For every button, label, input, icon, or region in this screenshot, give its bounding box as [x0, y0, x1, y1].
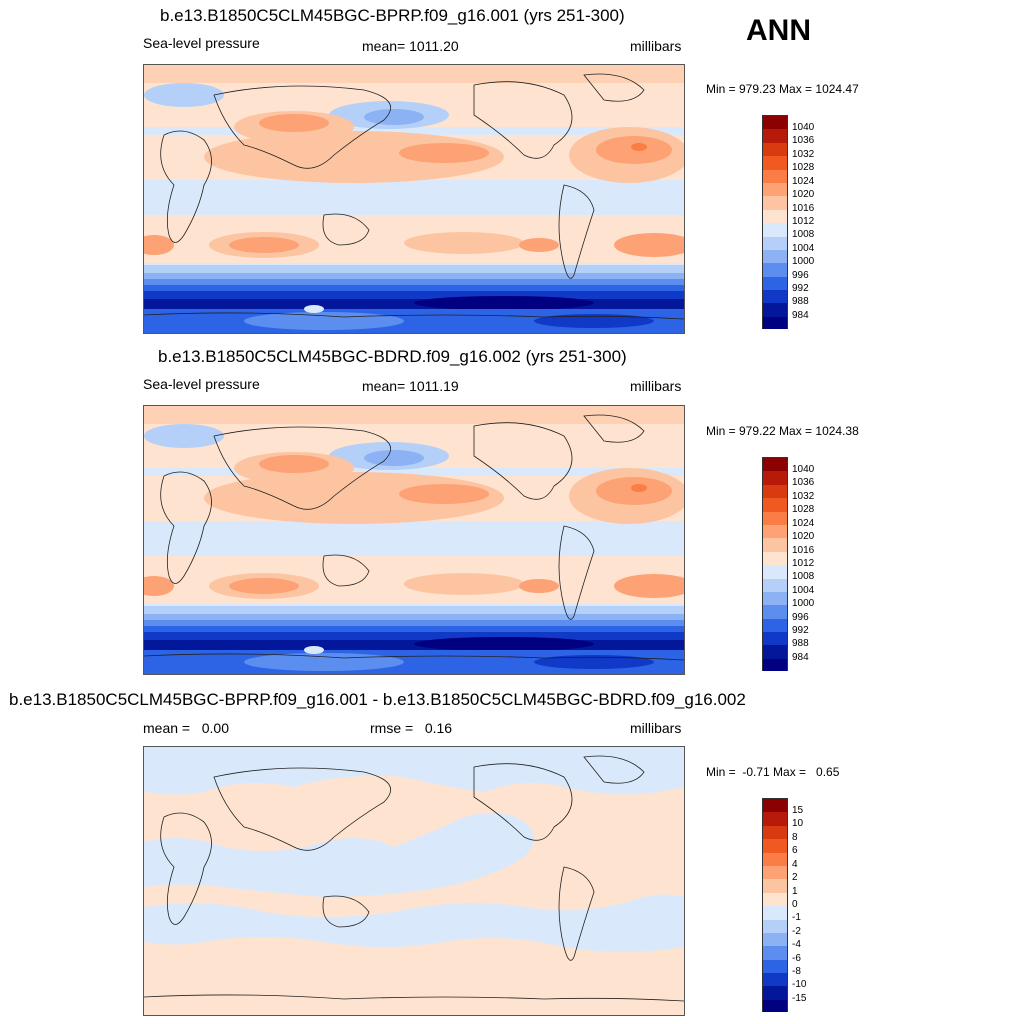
- colorbar-tick: 2: [792, 872, 798, 883]
- panel1-colorbar: [762, 115, 788, 329]
- colorbar-tick: -2: [792, 926, 801, 937]
- colorbar-tick: 1020: [792, 189, 815, 200]
- colorbar-tick: 988: [792, 296, 809, 307]
- panel3-rmse-label: rmse = 0.16: [370, 720, 453, 736]
- colorbar-tick: 1020: [792, 531, 815, 542]
- panel3-colorbar: [762, 798, 788, 1012]
- colorbar-tick: 10: [792, 818, 804, 829]
- colorbar-tick: 15: [792, 805, 804, 816]
- panel1-variable-label: Sea-level pressure: [143, 35, 260, 51]
- colorbar-tick: -15: [792, 993, 807, 1004]
- colorbar-tick: 1028: [792, 504, 815, 515]
- colorbar-tick: 984: [792, 652, 809, 663]
- colorbar-tick: 992: [792, 283, 809, 294]
- colorbar-tick: 4: [792, 859, 798, 870]
- colorbar-tick: -8: [792, 966, 801, 977]
- colorbar-tick: 1028: [792, 162, 815, 173]
- panel3-minmax: Min = -0.71 Max = 0.65: [706, 765, 840, 779]
- panel3-map: [143, 746, 685, 1016]
- colorbar-tick: 1036: [792, 477, 815, 488]
- colorbar-tick: 1004: [792, 243, 815, 254]
- colorbar-tick: 992: [792, 625, 809, 636]
- panel2-mean-label: mean= 1011.19: [362, 378, 459, 394]
- season-label: ANN: [746, 14, 811, 47]
- colorbar-tick: 1040: [792, 122, 815, 133]
- colorbar-tick: 1004: [792, 585, 815, 596]
- panel2-colorbar: [762, 457, 788, 671]
- colorbar-tick: 1012: [792, 558, 815, 569]
- colorbar-tick: 1000: [792, 256, 815, 267]
- colorbar-tick: 1: [792, 886, 798, 897]
- panel1-units-label: millibars: [630, 38, 682, 54]
- colorbar-tick: 6: [792, 845, 798, 856]
- colorbar-tick: 1024: [792, 176, 815, 187]
- colorbar-tick: 1008: [792, 571, 815, 582]
- panel2-title: b.e13.B1850C5CLM45BGC-BDRD.f09_g16.002 (…: [158, 347, 627, 366]
- colorbar-tick: 1040: [792, 464, 815, 475]
- panel2-map: [143, 405, 685, 675]
- colorbar-tick: 996: [792, 612, 809, 623]
- panel1-minmax: Min = 979.23 Max = 1024.47: [706, 82, 859, 96]
- colorbar-tick: 1016: [792, 545, 815, 556]
- panel2-units-label: millibars: [630, 378, 682, 394]
- panel2-minmax: Min = 979.22 Max = 1024.38: [706, 424, 859, 438]
- panel3-units-label: millibars: [630, 720, 682, 736]
- colorbar-tick: 1008: [792, 229, 815, 240]
- colorbar-tick: 988: [792, 638, 809, 649]
- colorbar-tick: 1036: [792, 135, 815, 146]
- colorbar-tick: 1016: [792, 203, 815, 214]
- panel3-title: b.e13.B1850C5CLM45BGC-BPRP.f09_g16.001 -…: [9, 690, 746, 709]
- colorbar-tick: 0: [792, 899, 798, 910]
- panel1-title: b.e13.B1850C5CLM45BGC-BPRP.f09_g16.001 (…: [160, 6, 625, 25]
- colorbar-tick: 1032: [792, 491, 815, 502]
- panel1-mean-label: mean= 1011.20: [362, 38, 459, 54]
- panel3-mean-label: mean = 0.00: [143, 720, 230, 736]
- colorbar-tick: -1: [792, 912, 801, 923]
- panel1-map: [143, 64, 685, 334]
- colorbar-tick: 1000: [792, 598, 815, 609]
- colorbar-tick: 1012: [792, 216, 815, 227]
- colorbar-tick: -10: [792, 979, 807, 990]
- colorbar-tick: 1024: [792, 518, 815, 529]
- colorbar-tick: -6: [792, 953, 801, 964]
- colorbar-tick: 1032: [792, 149, 815, 160]
- colorbar-tick: 8: [792, 832, 798, 843]
- panel2-variable-label: Sea-level pressure: [143, 376, 260, 392]
- colorbar-tick: -4: [792, 939, 801, 950]
- colorbar-tick: 984: [792, 310, 809, 321]
- colorbar-tick: 996: [792, 270, 809, 281]
